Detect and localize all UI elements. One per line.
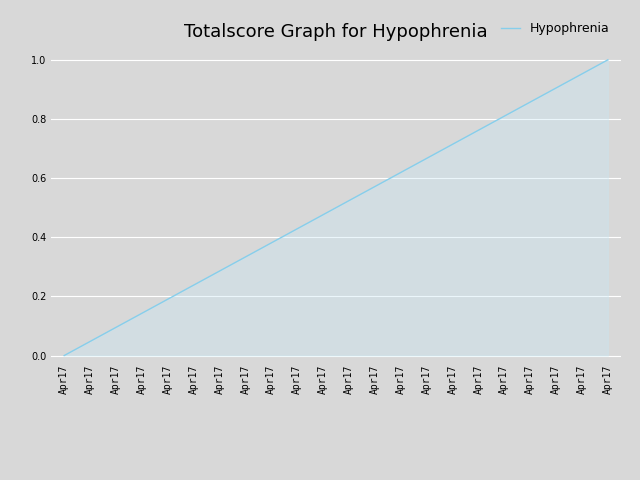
Legend: Hypophrenia: Hypophrenia: [496, 17, 614, 40]
Hypophrenia: [112, 324, 120, 330]
Hypophrenia: [216, 268, 223, 274]
Hypophrenia: [397, 169, 404, 175]
Hypophrenia: [268, 240, 275, 246]
Line: Hypophrenia: Hypophrenia: [64, 60, 608, 356]
Hypophrenia: [578, 71, 586, 77]
Hypophrenia: [500, 113, 508, 119]
Hypophrenia: [552, 85, 560, 91]
Hypophrenia: [345, 198, 353, 204]
Hypophrenia: [474, 127, 483, 133]
Hypophrenia: [241, 254, 249, 260]
Hypophrenia: [138, 311, 146, 316]
Hypophrenia: [604, 57, 612, 63]
Hypophrenia: [189, 282, 197, 288]
Hypophrenia: [164, 296, 172, 302]
Hypophrenia: [423, 156, 431, 161]
Title: Totalscore Graph for Hypophrenia: Totalscore Graph for Hypophrenia: [184, 23, 488, 41]
Hypophrenia: [293, 226, 301, 232]
Hypophrenia: [371, 184, 379, 190]
Hypophrenia: [449, 142, 456, 147]
Hypophrenia: [60, 353, 68, 359]
Hypophrenia: [319, 212, 327, 217]
Hypophrenia: [526, 99, 534, 105]
Hypophrenia: [86, 338, 94, 344]
